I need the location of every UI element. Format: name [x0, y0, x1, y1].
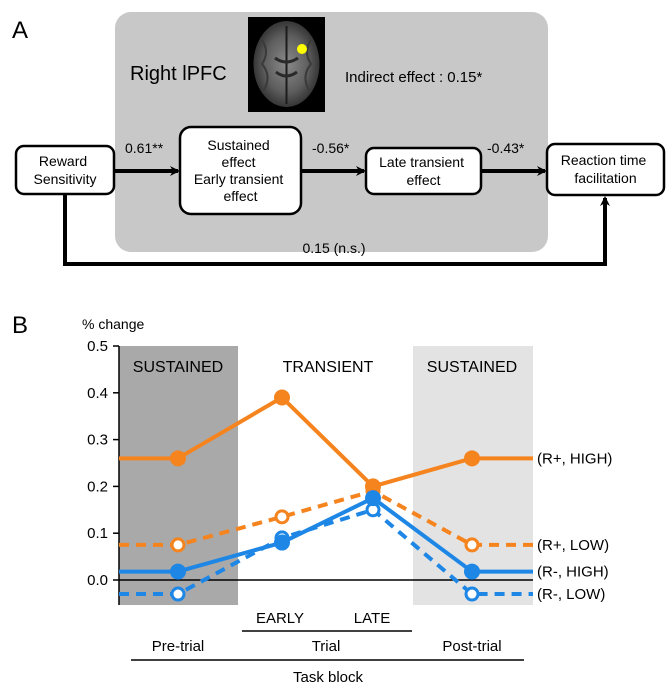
y-tick-label: 0.0 [87, 572, 108, 589]
node-late-line2: effect [407, 172, 441, 188]
series-label: (R-, LOW) [537, 586, 605, 603]
x-label-early: EARLY [256, 610, 304, 627]
series-point [274, 509, 290, 525]
y-tick-label: 0.5 [87, 338, 108, 355]
indirect-effect-label: Indirect effect : 0.15* [345, 69, 482, 86]
series-label: (R+, LOW) [537, 537, 609, 554]
series-label: (R-, HIGH) [537, 564, 609, 581]
y-tick-label: 0.1 [87, 525, 108, 542]
series-point [170, 450, 186, 467]
svg-text:Reaction time facilitati: Reaction time facilitation [561, 152, 650, 186]
node-sustained-line3: Early transient [194, 171, 284, 187]
coef-late-to-rt: -0.43* [487, 140, 525, 156]
shade-sustained-right [413, 346, 533, 605]
node-reward-line1: Reward [39, 153, 87, 169]
node-reward-sensitivity: Reward Sensitivity [14, 144, 116, 196]
series-point [464, 563, 480, 580]
series-line [119, 395, 533, 489]
svg-text:Reward Sensitivity: Reward Sensitivity [33, 153, 96, 187]
series-point [274, 534, 290, 551]
svg-text:Late transient effect: Late transient effect [379, 154, 468, 188]
x-label-task-block: Task block [293, 669, 364, 686]
roi-marker [297, 44, 307, 54]
coef-direct: 0.15 (n.s.) [302, 240, 365, 256]
node-sustained-effect: Sustained effect Early transient effect [178, 125, 303, 216]
series-label: (R+, HIGH) [537, 450, 612, 467]
panel-a-label: A [12, 17, 28, 44]
coef-sustained-to-late: -0.56* [312, 140, 350, 156]
roi-shaded-box [115, 12, 548, 252]
series-line [119, 496, 533, 574]
node-rt-line2: facilitation [574, 170, 636, 186]
region-label-transient: TRANSIENT [283, 359, 374, 376]
y-tick-label: 0.2 [87, 478, 108, 495]
series-point [365, 490, 381, 507]
series-point [464, 586, 480, 602]
series-point [464, 450, 480, 467]
node-reward-line2: Sensitivity [33, 171, 96, 187]
region-label: Right lPFC [130, 63, 227, 85]
node-late-transient: Late transient effect [364, 146, 483, 196]
series-labels: (R+, LOW) (R-, LOW) (R+, HIGH) (R-, HIGH) [537, 450, 612, 603]
series-point [274, 389, 290, 406]
node-sustained-line4: effect [224, 188, 258, 204]
region-label-sustained-right: SUSTAINED [427, 359, 517, 376]
node-late-line1: Late transient [379, 154, 464, 170]
x-label-trial: Trial [312, 638, 341, 655]
node-rt-line1: Reaction time [561, 152, 647, 168]
region-label-sustained-left: SUSTAINED [133, 359, 223, 376]
brain-slice-image [248, 17, 325, 112]
y-tick-label: 0.4 [87, 385, 108, 402]
panel-b-label: B [12, 312, 28, 339]
series-point [365, 478, 381, 495]
x-label-late: LATE [354, 610, 390, 627]
series-point [170, 537, 186, 553]
series-line [119, 507, 533, 597]
x-label-pre-trial: Pre-trial [152, 638, 205, 655]
node-sustained-line1: Sustained [207, 137, 269, 153]
svg-text:Sustained effect E: Sustained effect Early transient effect [194, 137, 287, 204]
node-reaction-time: Reaction time facilitation [545, 142, 666, 197]
y-ticks: 0.5 0.4 0.3 0.2 0.1 0.0 [87, 338, 119, 589]
y-axis-title: % change [82, 316, 144, 332]
arrow-direct-path [63, 194, 610, 266]
series-layer [119, 389, 533, 602]
x-label-post-trial: Post-trial [442, 638, 501, 655]
node-sustained-line2: effect [222, 154, 256, 170]
y-tick-label: 0.3 [87, 432, 108, 449]
series-point [170, 586, 186, 602]
series-point [464, 537, 480, 553]
series-point [170, 563, 186, 580]
coef-reward-to-sustained: 0.61** [125, 140, 164, 156]
